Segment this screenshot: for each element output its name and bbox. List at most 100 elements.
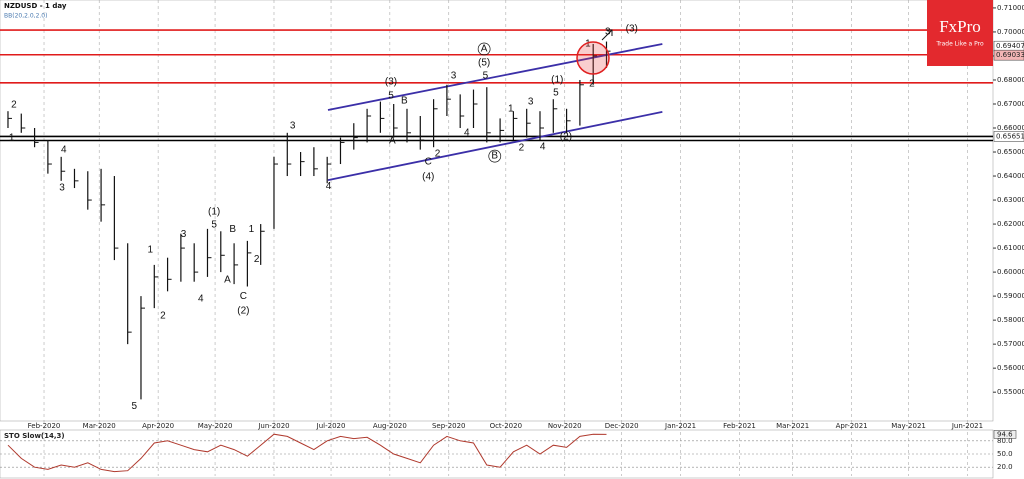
- wave-label: B: [491, 151, 498, 162]
- sub-title: STO Slow(14,3): [4, 432, 65, 440]
- wave-label: 4: [61, 145, 67, 156]
- y-tick-label: 0.68000: [997, 76, 1024, 84]
- x-tick-label: May-2021: [891, 422, 926, 430]
- wave-label: 4: [326, 181, 332, 192]
- wave-label: 5: [553, 88, 559, 99]
- x-tick-label: Feb-2021: [723, 422, 756, 430]
- wave-label: 4: [198, 294, 204, 305]
- x-tick-label: Nov-2020: [548, 422, 582, 430]
- wave-label: (3): [626, 23, 638, 34]
- wave-label: A: [481, 44, 488, 55]
- y-tick-label: 0.64000: [997, 172, 1024, 180]
- stochastic-line: [7, 433, 607, 473]
- wave-label: 2: [160, 311, 166, 322]
- x-tick-label: Oct-2020: [490, 422, 522, 430]
- y-tick-label: 0.56000: [997, 364, 1024, 372]
- x-tick-label: Jun-2021: [951, 422, 983, 430]
- y-tick-label: 0.63000: [997, 196, 1024, 204]
- wave-label: 1: [9, 133, 15, 144]
- highlight-circle: [576, 41, 610, 75]
- y-tick-label: 50.0: [997, 450, 1013, 458]
- wave-label: 2: [254, 254, 260, 265]
- wave-circle: [477, 42, 491, 56]
- x-tick-label: Jul-2020: [316, 422, 346, 430]
- x-tick-label: Apr-2020: [142, 422, 174, 430]
- wave-label: C: [240, 291, 247, 302]
- x-tick-label: Aug-2020: [373, 422, 407, 430]
- wave-circle: [488, 149, 502, 163]
- price-marker-box: [993, 131, 1024, 142]
- y-tick-label: 0.62000: [997, 220, 1024, 228]
- y-tick-label: 0.55000: [997, 388, 1024, 396]
- logo-box: [927, 0, 993, 66]
- indicator-label: BB(20,2.0,2.0): [4, 13, 47, 20]
- y-tick-label: 0.71000: [997, 4, 1024, 12]
- wave-label: 2: [589, 79, 595, 90]
- wave-label: 5: [132, 401, 138, 412]
- wave-label: 3: [528, 97, 534, 108]
- wave-label: 3: [605, 27, 611, 38]
- wave-label: 3: [451, 71, 457, 82]
- x-tick-label: Apr-2021: [836, 422, 868, 430]
- wave-label: 5: [211, 220, 217, 231]
- y-tick-label: 0.57000: [997, 340, 1024, 348]
- wave-label: (4): [422, 172, 434, 183]
- wave-label: (2): [560, 132, 572, 143]
- y-tick-label: 80.0: [997, 437, 1013, 445]
- y-tick-label: 0.61000: [997, 244, 1024, 252]
- chart-title: NZDUSD - 1 day: [4, 2, 67, 10]
- y-tick-label: 0.58000: [997, 316, 1024, 324]
- logo-name: FxPro: [939, 17, 981, 36]
- x-tick-label: Jan-2021: [664, 422, 696, 430]
- y-tick-label: 0.67000: [997, 100, 1024, 108]
- wave-label: B: [401, 96, 408, 107]
- x-tick-label: Mar-2021: [776, 422, 809, 430]
- main-panel: [0, 0, 994, 422]
- wave-label: 2: [519, 143, 525, 154]
- x-tick-label: Sep-2020: [432, 422, 466, 430]
- wave-label: 3: [290, 121, 296, 132]
- y-tick-label: 0.59000: [997, 292, 1024, 300]
- y-tick-label: 20.0: [997, 463, 1013, 471]
- y-tick-label: 0.65000: [997, 148, 1024, 156]
- wave-label: 2: [435, 149, 441, 160]
- price-marker-box: [993, 49, 1024, 61]
- wave-label: 1: [508, 104, 514, 115]
- y-tick-label: 0.66000: [997, 124, 1024, 132]
- x-tick-label: May-2020: [198, 422, 233, 430]
- arrow: [601, 29, 613, 41]
- wave-label: A: [224, 275, 231, 286]
- wave-label: B: [229, 224, 236, 235]
- price-marker-label: 0.65651: [996, 132, 1024, 140]
- x-tick-label: Feb-2020: [28, 422, 61, 430]
- wave-label: (5): [478, 58, 490, 69]
- x-tick-label: Mar-2020: [83, 422, 116, 430]
- price-marker-label: 0.69033: [996, 51, 1024, 59]
- wave-label: 1: [585, 39, 591, 50]
- wave-label: 4: [540, 142, 546, 153]
- wave-label: 1: [148, 245, 154, 256]
- channel-line: [327, 111, 663, 182]
- wave-label: 4: [464, 128, 470, 139]
- wave-label: C: [425, 157, 432, 168]
- wave-label: (1): [208, 207, 220, 218]
- wave-label: 3: [59, 183, 65, 194]
- wave-label: (1): [551, 75, 563, 86]
- x-tick-label: Dec-2020: [605, 422, 639, 430]
- wave-label: 2: [11, 100, 17, 111]
- y-tick-label: 0.70000: [997, 28, 1024, 36]
- price-marker-label: 0.69407: [996, 42, 1024, 50]
- logo-tagline: Trade Like a Pro: [935, 41, 984, 48]
- wave-label: 3: [181, 229, 187, 240]
- current-box: [993, 430, 1017, 439]
- wave-label: A: [389, 136, 396, 147]
- x-tick-label: Jun-2020: [257, 422, 289, 430]
- current-label: 94.6: [997, 430, 1013, 438]
- wave-label: 1: [249, 224, 255, 235]
- wave-label: (2): [237, 306, 249, 317]
- y-tick-label: 0.60000: [997, 268, 1024, 276]
- wave-label: 5: [483, 71, 489, 82]
- wave-label: (3): [385, 77, 397, 88]
